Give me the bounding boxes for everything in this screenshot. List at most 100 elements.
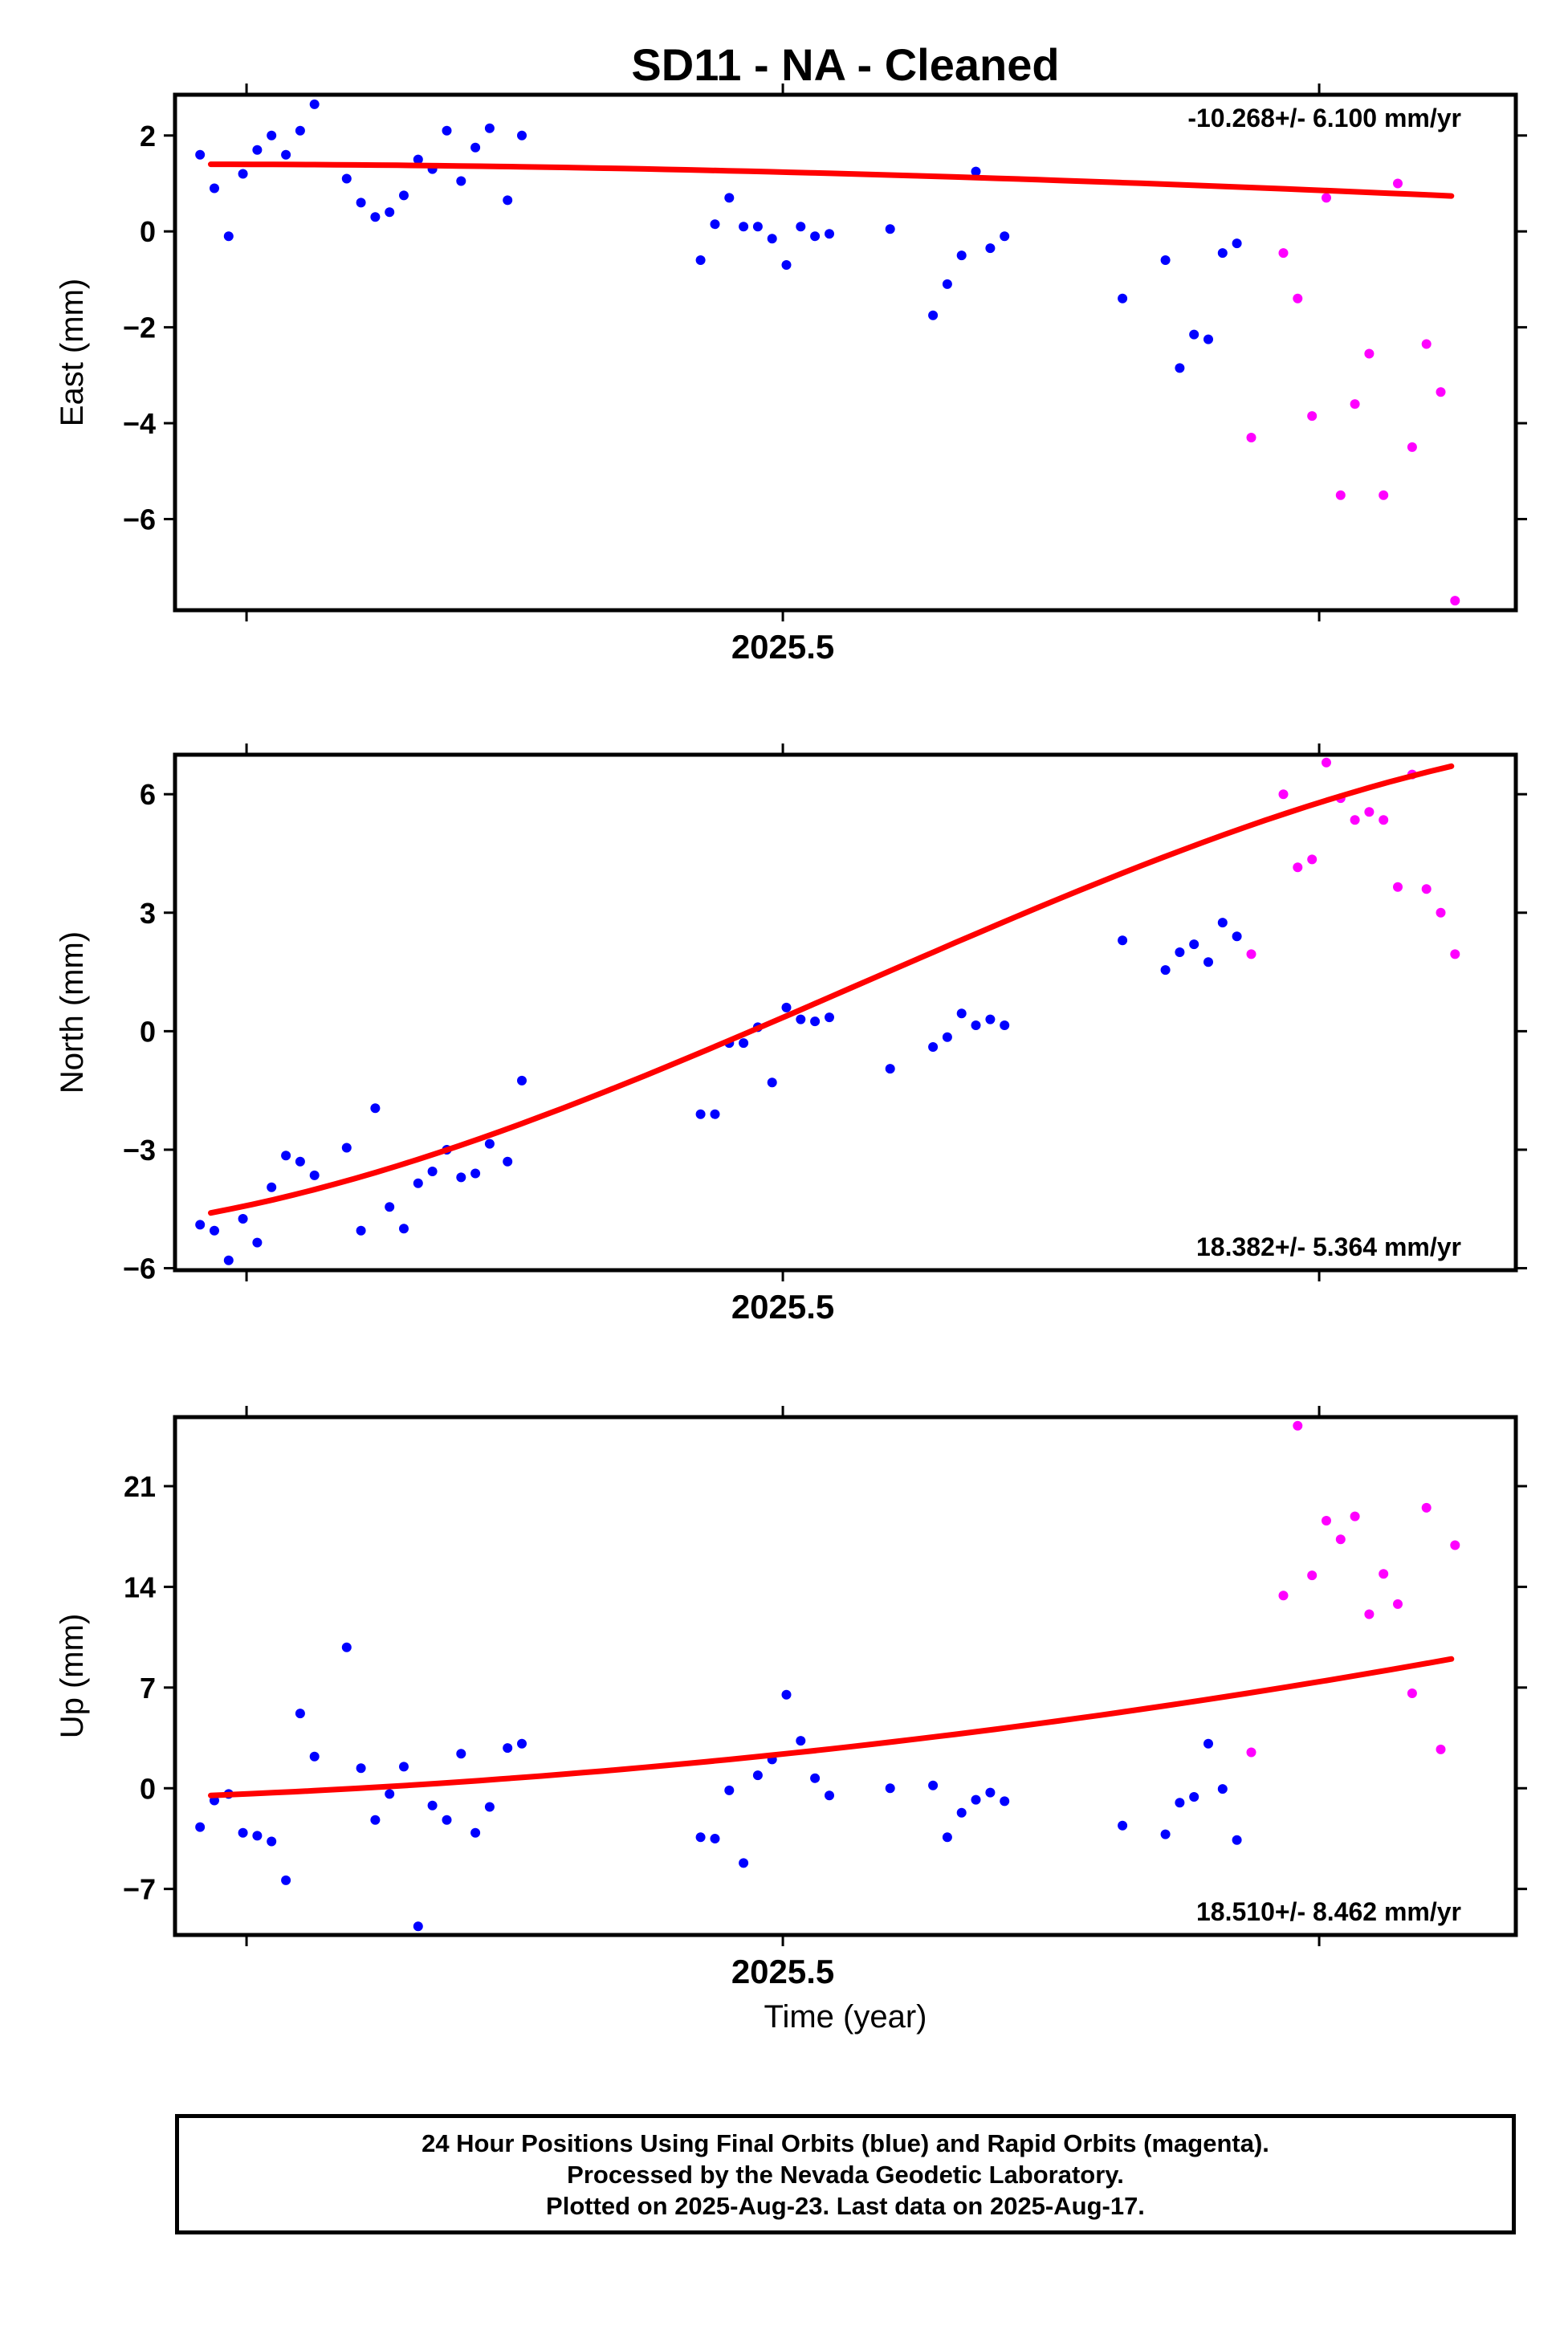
ytick-label-north--3: −3 <box>123 1134 156 1167</box>
y-axis-title-east: East (mm) <box>55 279 90 426</box>
point-up-final-0 <box>195 1822 206 1832</box>
point-east-rapid-3 <box>1307 411 1318 422</box>
point-up-rapid-1 <box>1278 1591 1289 1601</box>
point-north-final-27 <box>767 1077 777 1088</box>
point-north-final-36 <box>971 1020 981 1030</box>
point-north-final-6 <box>281 1151 291 1161</box>
point-east-final-17 <box>456 176 466 186</box>
point-north-final-41 <box>1175 947 1185 957</box>
point-north-final-12 <box>385 1202 395 1212</box>
point-north-final-2 <box>223 1255 234 1265</box>
point-east-rapid-11 <box>1421 339 1432 349</box>
point-up-final-35 <box>956 1807 967 1818</box>
point-east-rapid-13 <box>1450 596 1460 606</box>
point-up-rapid-5 <box>1335 1534 1346 1545</box>
point-up-rapid-0 <box>1246 1747 1256 1758</box>
point-up-final-37 <box>985 1787 996 1798</box>
point-east-final-16 <box>442 125 452 136</box>
xtick-label-east-2025.5: 2025.5 <box>731 628 834 666</box>
point-up-rapid-3 <box>1307 1570 1318 1581</box>
point-east-final-33 <box>928 310 939 320</box>
point-east-rapid-4 <box>1322 193 1331 203</box>
point-east-rapid-1 <box>1278 248 1289 259</box>
point-up-final-9 <box>341 1642 352 1652</box>
point-up-rapid-7 <box>1364 1609 1375 1619</box>
point-east-final-19 <box>484 123 495 133</box>
panel-east: −6 −4 −2 0 2 2025.5 East (mm) -10.268+/- 6.100 … <box>55 84 1527 666</box>
point-east-final-13 <box>399 190 409 201</box>
point-up-rapid-2 <box>1293 1420 1303 1431</box>
point-east-final-14 <box>413 154 423 165</box>
panel-up: −7 0 7 14 21 2025.5 Up (mm) 18.510+/- 8.462 mm/… <box>55 1406 1527 1990</box>
point-up-final-22 <box>695 1832 706 1843</box>
frame-up <box>173 1415 1518 1937</box>
point-east-final-32 <box>885 224 895 234</box>
y-axis-title-up: Up (mm) <box>55 1614 90 1739</box>
point-north-final-43 <box>1203 957 1213 967</box>
ytick-label-up--7: −7 <box>123 1873 156 1906</box>
point-up-final-16 <box>442 1815 452 1825</box>
point-east-final-27 <box>767 234 777 244</box>
point-east-rapid-9 <box>1393 178 1403 189</box>
point-up-final-31 <box>825 1790 834 1801</box>
point-east-rapid-0 <box>1246 433 1256 442</box>
point-up-final-42 <box>1189 1792 1199 1802</box>
point-north-rapid-12 <box>1436 907 1446 918</box>
point-east-final-38 <box>1000 231 1010 242</box>
point-north-rapid-1 <box>1278 789 1289 800</box>
point-up-rapid-11 <box>1421 1502 1432 1513</box>
point-east-final-36 <box>971 166 981 177</box>
y-axis-title-north: North (mm) <box>55 931 90 1094</box>
point-north-final-13 <box>399 1224 409 1234</box>
point-east-rapid-6 <box>1350 399 1360 409</box>
ytick-label-up-21: 21 <box>124 1470 156 1503</box>
point-east-final-3 <box>238 169 248 179</box>
x-axis-title: Time (year) <box>764 1999 927 2035</box>
point-north-final-25 <box>739 1038 749 1049</box>
point-east-final-28 <box>781 260 792 270</box>
point-north-final-7 <box>295 1156 305 1167</box>
point-up-final-29 <box>796 1736 806 1746</box>
point-up-rapid-13 <box>1450 1540 1460 1550</box>
frame-east <box>173 92 1518 613</box>
point-up-final-17 <box>456 1749 466 1759</box>
point-up-final-41 <box>1175 1798 1185 1808</box>
point-east-final-29 <box>796 222 806 232</box>
point-north-final-37 <box>985 1014 996 1024</box>
point-up-final-5 <box>267 1836 277 1847</box>
point-north-final-10 <box>356 1225 366 1236</box>
point-east-final-1 <box>210 183 219 193</box>
point-north-rapid-4 <box>1322 757 1331 768</box>
footer-line-orbits: 24 Hour Positions Using Final Orbits (bl… <box>422 2128 1269 2157</box>
point-east-final-34 <box>942 279 952 289</box>
point-north-final-28 <box>781 1002 792 1012</box>
point-up-final-30 <box>810 1773 821 1783</box>
point-north-final-32 <box>885 1064 895 1074</box>
point-east-final-43 <box>1203 334 1213 344</box>
point-north-final-39 <box>1118 935 1128 946</box>
point-east-final-9 <box>341 173 352 184</box>
point-up-final-3 <box>238 1827 248 1838</box>
point-north-rapid-11 <box>1421 884 1432 894</box>
point-east-final-35 <box>956 251 967 261</box>
point-up-final-14 <box>413 1921 423 1932</box>
trend-line-up <box>208 1656 1455 1798</box>
point-east-final-31 <box>825 229 834 239</box>
point-east-final-23 <box>710 219 720 230</box>
point-north-final-44 <box>1217 918 1228 928</box>
trend-line-north <box>208 763 1455 1216</box>
point-up-final-12 <box>385 1789 395 1799</box>
point-north-final-11 <box>370 1103 381 1114</box>
ytick-label-east--4: −4 <box>123 407 156 440</box>
trend-line-east <box>208 161 1455 199</box>
point-east-final-44 <box>1217 248 1228 259</box>
point-east-final-22 <box>695 255 706 265</box>
point-up-final-25 <box>739 1858 749 1868</box>
ytick-label-east--2: −2 <box>123 312 156 344</box>
point-up-final-8 <box>309 1751 320 1762</box>
point-east-rapid-8 <box>1379 490 1389 500</box>
point-east-final-41 <box>1175 363 1185 373</box>
point-north-final-38 <box>1000 1020 1010 1030</box>
point-north-final-34 <box>942 1032 952 1042</box>
point-up-final-10 <box>356 1763 366 1774</box>
